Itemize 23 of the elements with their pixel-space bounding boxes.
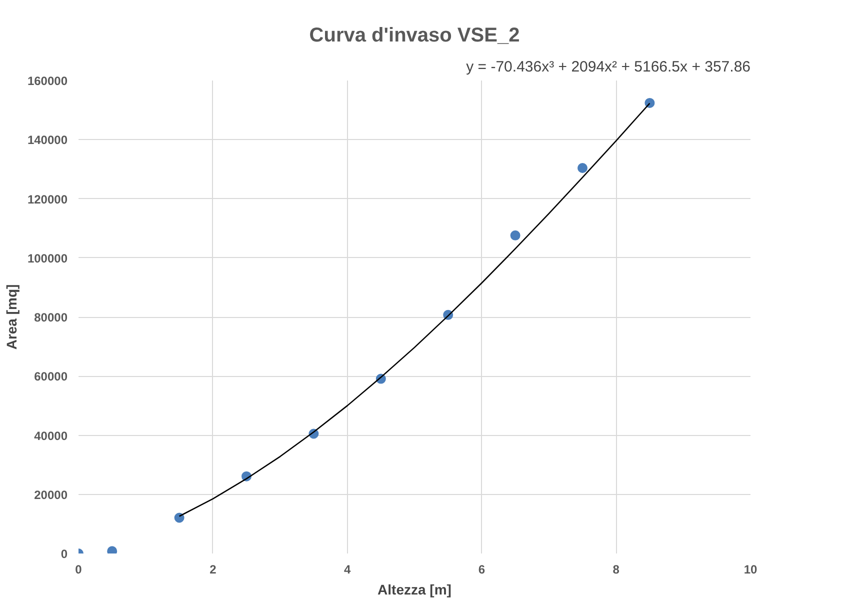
x-tick-label: 2 — [210, 562, 217, 576]
x-tick-label: 10 — [744, 562, 758, 576]
y-tick-label: 160000 — [27, 74, 68, 88]
x-tick-label: 6 — [478, 562, 486, 576]
chart-title: Curva d'invaso VSE_2 — [309, 24, 520, 46]
y-tick-label: 20000 — [34, 488, 68, 502]
point — [578, 163, 588, 173]
point — [644, 98, 655, 108]
y-tick-label: 120000 — [27, 192, 68, 206]
y-tick-label: 40000 — [34, 428, 68, 443]
x-tick-label: 0 — [75, 562, 82, 576]
y-tick-label: 80000 — [34, 310, 68, 324]
text: y = -70.436x³ + 2094x² + 5166.5x + 357.86 — [466, 58, 751, 76]
y-tick-label: 60000 — [34, 370, 68, 384]
x-tick-label: 4 — [344, 562, 351, 576]
y-axis-title: Area [mq] — [3, 284, 20, 350]
point — [510, 230, 520, 240]
y-tick-label: 0 — [60, 547, 68, 561]
x-axis-title: Altezza [m] — [378, 582, 452, 598]
point — [174, 512, 184, 523]
y-tick-label: 100000 — [27, 251, 68, 266]
y-tick-label: 140000 — [27, 133, 68, 148]
x-tick-label: 8 — [612, 562, 620, 576]
